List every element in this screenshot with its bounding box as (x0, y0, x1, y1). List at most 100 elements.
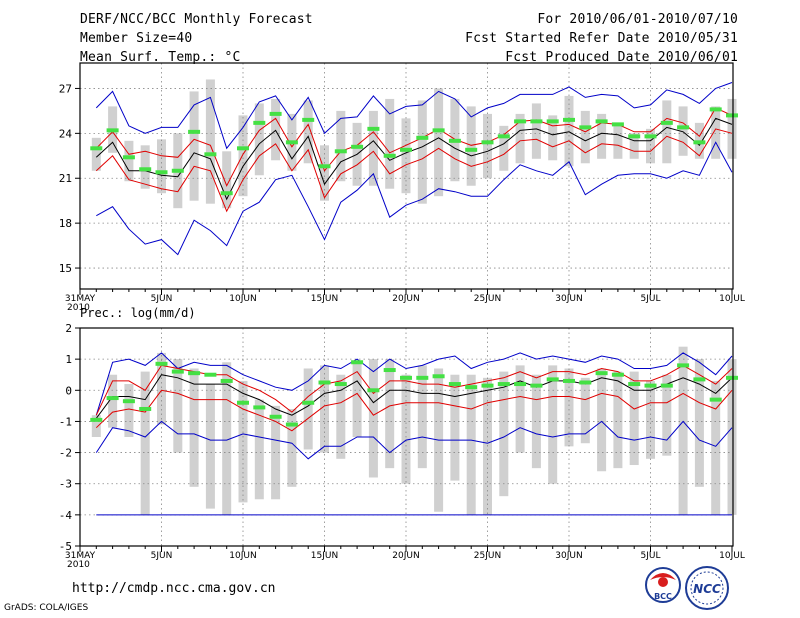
precipitation-box-06-21 (417, 365, 427, 469)
temperature-box-07-04 (629, 133, 639, 159)
forecast-produced-date: Fcst Produced Date 2010/06/01 (505, 50, 738, 65)
temperature-observed-06-08 (204, 152, 217, 157)
precipitation-observed-06-21 (416, 375, 429, 380)
precipitation-ytick-label: -4 (59, 509, 73, 522)
precipitation-box-06-17 (352, 362, 362, 437)
precipitation-observed-06-17 (351, 360, 364, 365)
precipitation-box-06-03 (124, 384, 134, 437)
precipitation-observed-06-30 (563, 378, 575, 383)
temperature-observed-06-19 (383, 153, 396, 158)
precipitation-xtick-label: 25JUN (474, 551, 501, 561)
temperature-observed-07-09 (709, 107, 722, 112)
temperature-observed-06-01 (90, 146, 103, 151)
precipitation-observed-07-01 (579, 380, 592, 385)
precipitation-xtick-label: 15JUN (311, 551, 338, 561)
temperature-box-06-24 (466, 106, 476, 186)
precipitation-ytick-label: 2 (65, 322, 72, 335)
temperature-observed-07-05 (644, 134, 657, 139)
temperature-box-06-10 (238, 115, 248, 197)
precipitation-observed-07-08 (693, 377, 706, 382)
temperature-xtick-label: 25JUN (474, 294, 501, 304)
precipitation-observed-06-24 (465, 385, 478, 390)
temperature-year-label: 2010 (67, 303, 90, 313)
temperature-observed-06-13 (285, 140, 298, 145)
precipitation-ytick-label: -1 (59, 415, 72, 428)
precipitation-observed-06-03 (122, 399, 135, 404)
temperature-observed-06-16 (334, 149, 347, 154)
precipitation-observed-06-13 (285, 422, 298, 427)
precipitation-observed-07-09 (709, 397, 722, 402)
temperature-box-06-07 (189, 91, 199, 201)
precipitation-observed-06-11 (253, 405, 266, 410)
temperature-observed-06-18 (367, 126, 380, 131)
chart-title: DERF/NCC/BCC Monthly Forecast (80, 12, 313, 27)
temperature-box-07-01 (580, 110, 590, 164)
precipitation-observed-07-02 (595, 371, 608, 376)
precipitation-box-06-12 (271, 405, 281, 500)
temperature-box-06-26 (499, 125, 509, 171)
precipitation-observed-07-05 (644, 383, 657, 388)
temperature-xtick-label: 10JUL (719, 294, 745, 304)
precip-panel-title: Prec.: log(mm/d) (80, 306, 196, 320)
temperature-observed-06-15 (318, 164, 331, 169)
precipitation-xtick-label: 31MAY (65, 551, 96, 561)
temperature-box-06-09 (222, 151, 232, 209)
precipitation-box-06-20 (401, 374, 411, 484)
precipitation-observed-06-08 (204, 372, 217, 377)
precipitation-box-06-09 (222, 362, 232, 515)
precipitation-box-06-26 (499, 371, 509, 497)
precipitation-xtick-label: 5JUN (151, 551, 173, 561)
precipitation-box-07-06 (662, 374, 672, 456)
precipitation-box-06-05 (157, 352, 166, 425)
precipitation-observed-07-10 (726, 375, 738, 380)
temperature-box-07-02 (597, 113, 607, 159)
precipitation-box-06-14 (303, 368, 313, 450)
precipitation-box-07-09 (711, 380, 721, 515)
temperature-observed-07-07 (677, 125, 690, 130)
precipitation-panel: -5 -4 -3 -2 -1 0 1 2 31MAY 5JUN 10JUN 15JUN 20JUN 25J… (59, 322, 745, 570)
temperature-box-06-03 (124, 140, 134, 182)
temperature-box-06-19 (385, 98, 395, 189)
precipitation-xtick-label: 30JUN (555, 551, 582, 561)
temperature-observed-06-17 (351, 144, 364, 149)
precipitation-box-06-11 (254, 399, 264, 500)
precipitation-box-07-04 (629, 371, 639, 466)
temperature-observed-06-09 (220, 191, 233, 196)
temperature-observed-06-05 (155, 170, 168, 175)
precipitation-observed-07-06 (660, 383, 673, 388)
temperature-box-06-20 (401, 118, 411, 194)
precipitation-box-06-29 (548, 365, 558, 484)
precipitation-box-06-28 (531, 374, 541, 469)
temperature-observed-06-20 (400, 147, 412, 152)
precipitation-ytick-label: -2 (59, 447, 72, 460)
precipitation-ytick-label: -3 (59, 478, 72, 491)
precipitation-xtick-label: 5JUL (641, 551, 661, 561)
temperature-observed-06-14 (302, 117, 315, 122)
temperature-box-06-15 (320, 145, 329, 201)
temperature-box-06-14 (303, 100, 313, 164)
source-url[interactable]: http://cmdp.ncc.cma.gov.cn (72, 581, 276, 596)
temperature-observed-06-04 (139, 167, 152, 172)
temperature-observed-06-11 (253, 120, 266, 125)
temperature-observed-06-10 (237, 146, 249, 151)
precipitation-box-07-07 (678, 346, 688, 515)
temperature-xtick-label: 31MAY (65, 294, 96, 304)
temperature-observed-06-27 (514, 119, 527, 124)
temperature-observed-06-03 (122, 155, 135, 160)
precipitation-observed-06-28 (530, 383, 543, 388)
precipitation-box-07-03 (613, 371, 623, 469)
precipitation-box-06-08 (205, 384, 215, 509)
temperature-ytick-label: 21 (59, 172, 72, 185)
precipitation-observed-06-22 (432, 374, 445, 379)
precipitation-observed-06-07 (188, 371, 201, 376)
temperature-observed-06-22 (432, 128, 445, 133)
temperature-xtick-label: 20JUN (392, 294, 419, 304)
precipitation-xtick-label: 10JUN (229, 551, 256, 561)
temperature-box-06-05 (157, 139, 166, 194)
precipitation-observed-06-05 (155, 361, 168, 366)
precipitation-ensemble-mean-line (95, 374, 733, 419)
precipitation-box-06-06 (173, 359, 183, 453)
precipitation-observed-06-14 (302, 400, 315, 405)
precipitation-box-07-08 (694, 359, 704, 487)
precipitation-outer-lower-line (95, 420, 733, 460)
